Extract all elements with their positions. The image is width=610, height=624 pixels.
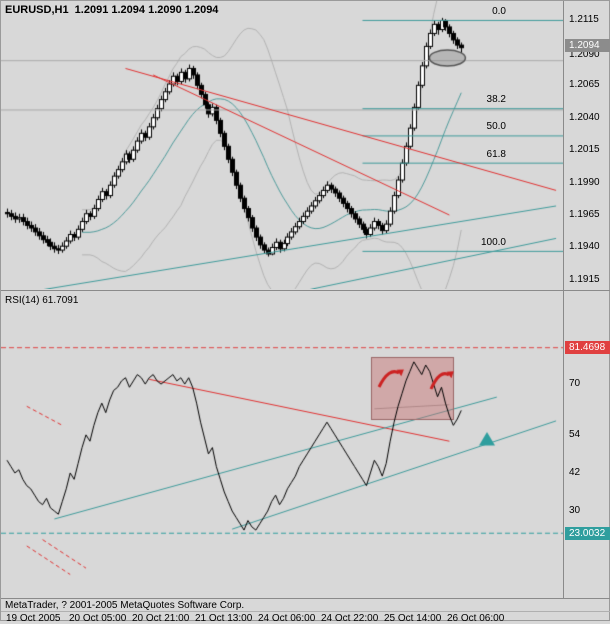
copyright-text: MetaTrader, ? 2001-2005 MetaQuotes Softw…	[5, 600, 245, 611]
rsi-upper-level-tag: 81.4698	[565, 341, 610, 354]
status-bar: MetaTrader, ? 2001-2005 MetaQuotes Softw…	[1, 598, 610, 624]
price-tick-label: 1.2040	[569, 112, 600, 123]
time-axis-label: 20 Oct 21:00	[132, 613, 190, 624]
price-tick-label: 1.2090	[569, 49, 600, 60]
rsi-tick-label: 70	[569, 378, 581, 389]
price-chart-canvas[interactable]	[1, 1, 563, 289]
price-tick-label: 1.1965	[569, 209, 600, 220]
current-price-tag: 1.2094	[565, 39, 610, 52]
time-axis-label: 19 Oct 2005	[6, 613, 61, 624]
fib-label-500: 50.0	[486, 121, 506, 132]
price-tick-label: 1.2065	[569, 79, 600, 90]
rsi-tick-label: 42	[569, 467, 581, 478]
time-axis[interactable]: 19 Oct 2005 20 Oct 05:00 20 Oct 21:00 21…	[1, 611, 610, 624]
fib-label-0: 0.0	[492, 6, 506, 17]
rsi-indicator-panel: RSI(14) 61.7091	[1, 293, 563, 598]
fib-label-618: 61.8	[486, 149, 506, 160]
time-axis-label: 21 Oct 13:00	[195, 613, 253, 624]
chart-title: EURUSD,H1 1.2091 1.2094 1.2090 1.2094	[5, 4, 219, 16]
price-tick-label: 1.1940	[569, 241, 600, 252]
price-axis[interactable]: 1.2115 1.2090 1.2065 1.2040 1.2015 1.199…	[563, 1, 610, 598]
time-axis-label: 26 Oct 06:00	[447, 613, 505, 624]
rsi-chart-canvas[interactable]	[1, 293, 563, 598]
panel-divider[interactable]	[1, 290, 610, 291]
price-tick-label: 1.2115	[569, 14, 599, 25]
rsi-indicator-label: RSI(14) 61.7091	[5, 295, 79, 306]
time-axis-label: 20 Oct 05:00	[69, 613, 127, 624]
time-axis-label: 24 Oct 22:00	[321, 613, 379, 624]
time-axis-label: 24 Oct 06:00	[258, 613, 316, 624]
fib-label-382: 38.2	[486, 94, 506, 105]
fib-label-100: 100.0	[480, 237, 506, 248]
price-tick-label: 1.1915	[569, 274, 600, 285]
rsi-lower-level-tag: 23.0032	[565, 527, 610, 540]
time-axis-label: 25 Oct 14:00	[384, 613, 442, 624]
main-chart-panel: EURUSD,H1 1.2091 1.2094 1.2090 1.2094 0.…	[1, 1, 563, 289]
rsi-tick-label: 30	[569, 505, 581, 516]
price-tick-label: 1.2015	[569, 144, 600, 155]
price-tick-label: 1.1990	[569, 177, 600, 188]
rsi-tick-label: 54	[569, 429, 581, 440]
